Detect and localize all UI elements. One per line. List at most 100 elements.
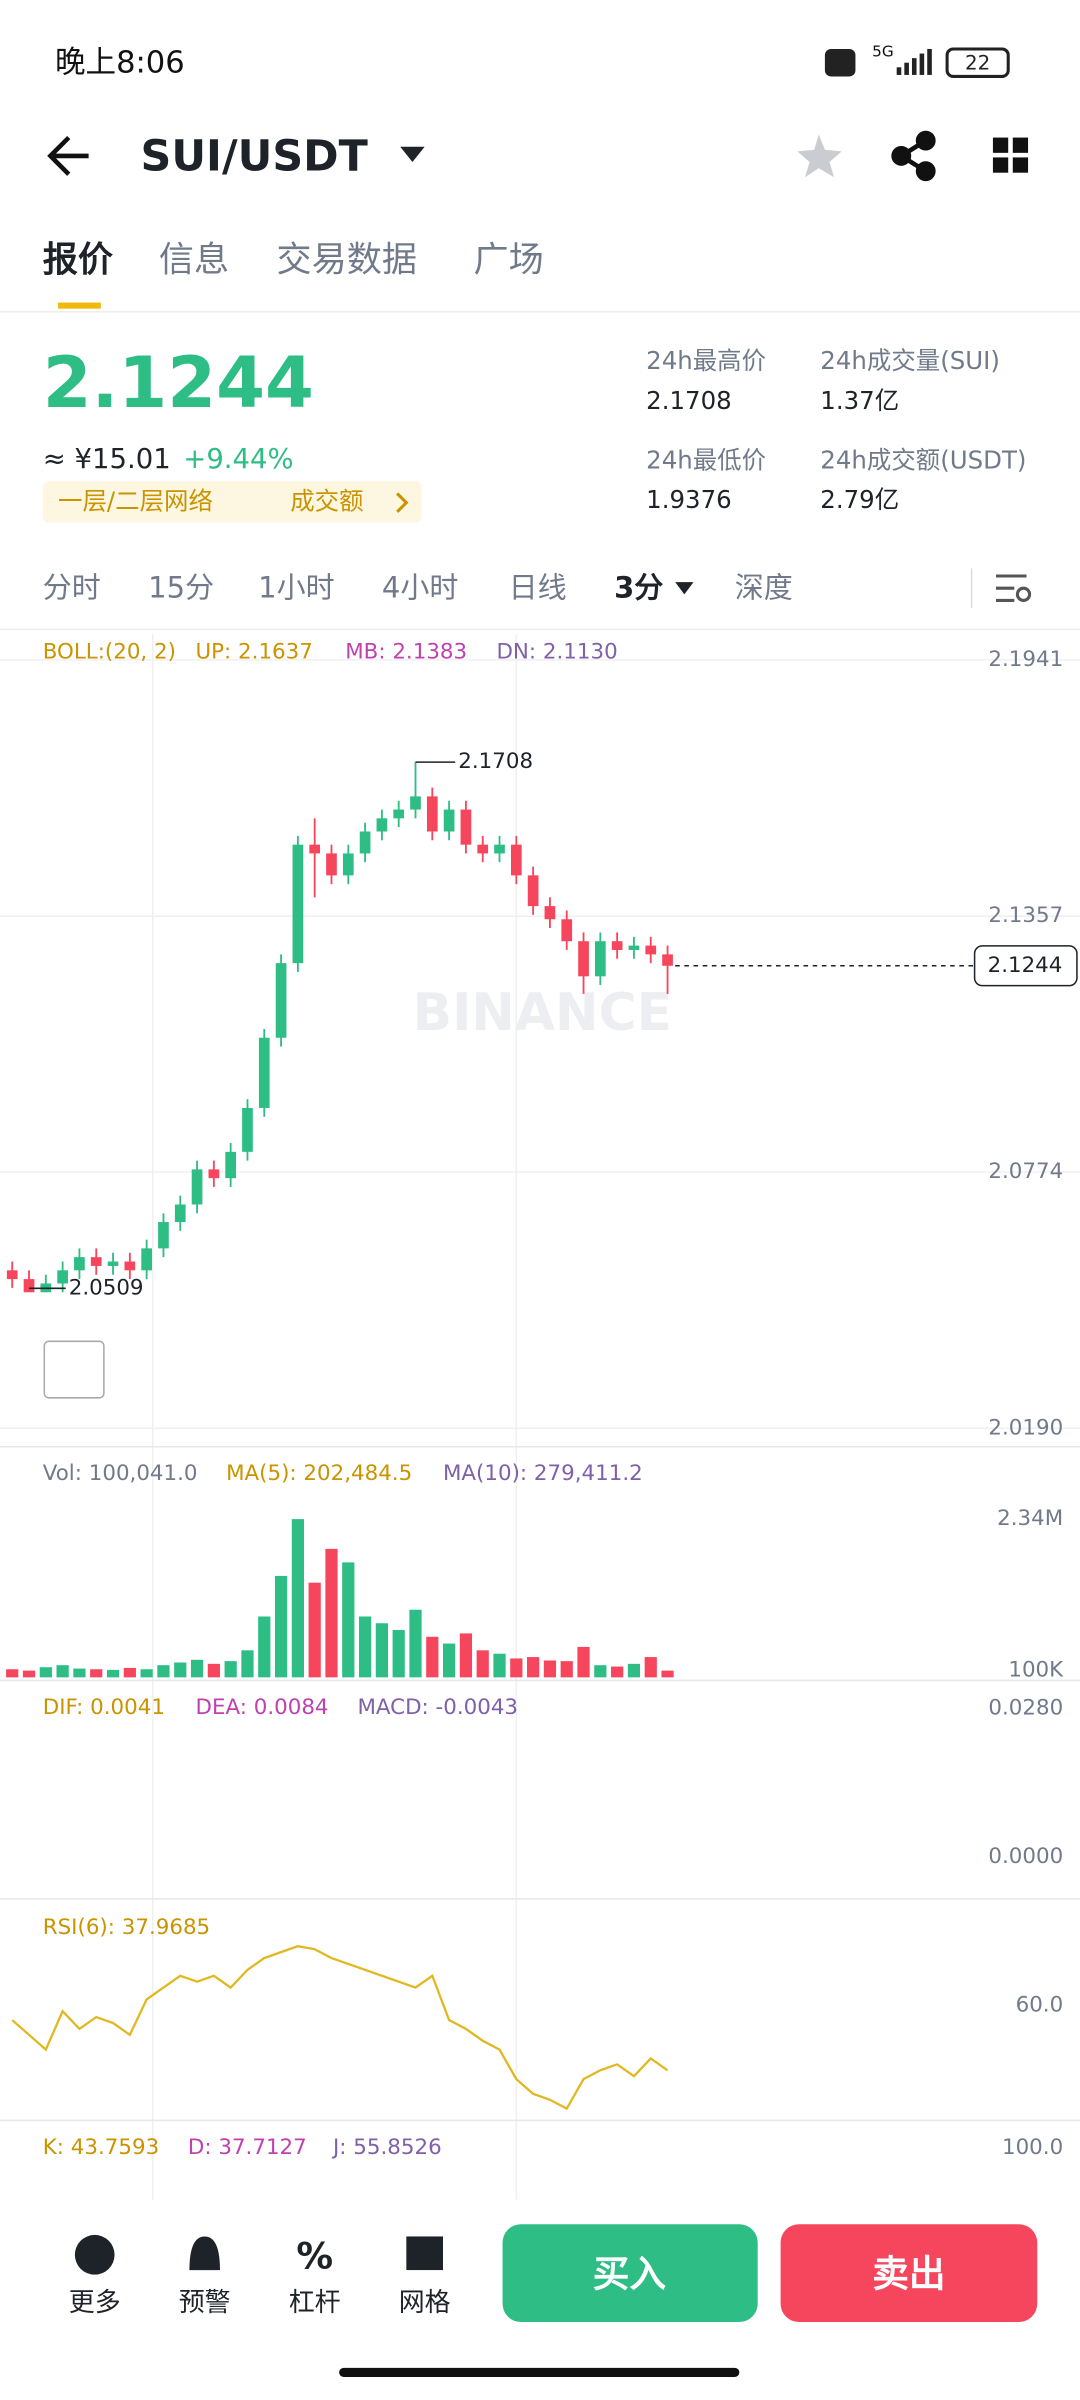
candle-body	[426, 796, 438, 832]
candle-body	[359, 831, 371, 854]
volume-bar	[442, 1643, 456, 1678]
grid-bot-icon[interactable]	[406, 2236, 443, 2271]
buy-label[interactable]: 买入	[593, 2253, 667, 2296]
battery-level: 22	[965, 52, 990, 75]
candle-body	[544, 906, 556, 920]
interval-tab[interactable]: 1小时	[258, 571, 335, 605]
back-button[interactable]	[47, 135, 89, 176]
interval-tab[interactable]: 15分	[148, 571, 214, 605]
candle-body	[611, 941, 623, 950]
volume-bar	[577, 1646, 590, 1678]
volume-bar	[224, 1661, 237, 1678]
volume-bar	[594, 1665, 607, 1678]
volume-bar	[627, 1663, 641, 1678]
candle-body	[6, 1270, 18, 1280]
volume-bar	[510, 1658, 523, 1678]
candle-body	[527, 875, 539, 907]
cny-price: ≈ ¥15.01	[43, 443, 171, 475]
leverage-icon[interactable]: %	[296, 2234, 333, 2277]
candle-body	[124, 1261, 136, 1271]
volume-bar	[56, 1665, 69, 1678]
interval-tab[interactable]: 深度	[735, 571, 793, 605]
low-label: 2.0509	[69, 1275, 144, 1300]
buy-button[interactable]	[502, 2224, 758, 2323]
last-price-label: 2.1244	[988, 953, 1063, 978]
tab[interactable]: 广场	[474, 239, 544, 280]
y-tick-label: 2.1357	[988, 903, 1063, 928]
more-icon[interactable]	[74, 2234, 115, 2275]
volume-bar	[644, 1657, 657, 1678]
volume-bar	[258, 1616, 271, 1678]
volume-bar	[90, 1669, 103, 1678]
macd-label: DEA: 0.0084	[196, 1695, 329, 1720]
candle-body	[342, 853, 354, 876]
volume-bar	[611, 1666, 624, 1678]
candle-body	[23, 1279, 35, 1293]
volume-bar	[493, 1653, 506, 1678]
volume-label: MA(5): 202,484.5	[226, 1461, 412, 1486]
fullscreen-button[interactable]	[43, 1340, 105, 1399]
stat-value: 2.1708	[646, 386, 732, 415]
pair-dropdown[interactable]	[400, 146, 425, 163]
volume-bar	[459, 1633, 473, 1678]
interval-tab[interactable]: 日线	[509, 571, 567, 605]
y-tick-label: 100K	[1008, 1658, 1064, 1683]
volume-bar	[358, 1616, 372, 1678]
share-button[interactable]	[891, 130, 936, 182]
volume-bar	[392, 1630, 405, 1678]
volume-bar	[426, 1636, 439, 1678]
candle-body	[275, 963, 287, 1038]
tab[interactable]: 报价	[43, 239, 114, 280]
candle-body	[594, 941, 606, 977]
candle-body	[376, 818, 388, 832]
candle-body	[258, 1037, 270, 1108]
nav-label[interactable]: 预警	[179, 2288, 231, 2318]
macd-label: MACD: -0.0043	[357, 1695, 518, 1720]
volume-label: Vol: 100,041.0	[43, 1461, 198, 1486]
volume-bar	[291, 1519, 304, 1678]
rsi-line	[11, 1945, 669, 2111]
last-price-tag	[973, 945, 1078, 987]
tag[interactable]: 一层/二层网络	[58, 487, 213, 516]
pair-title[interactable]: SUI/USDT	[141, 131, 368, 181]
y-tick-label: 2.34M	[997, 1506, 1063, 1531]
volume-bar	[22, 1670, 36, 1678]
interval-tab[interactable]: 4小时	[382, 571, 459, 605]
y-tick-label: 2.0190	[988, 1415, 1063, 1440]
candle-body	[494, 844, 505, 854]
high-label: 2.1708	[458, 749, 533, 774]
candle-body	[477, 844, 489, 854]
stat-label: 24h成交量(SUI)	[820, 346, 1000, 375]
sell-label[interactable]: 卖出	[872, 2253, 945, 2296]
volume-bar	[560, 1661, 573, 1678]
y-tick-label: 0.0280	[988, 1696, 1063, 1721]
volume-label: MA(10): 279,411.2	[443, 1461, 643, 1486]
volume-bar	[140, 1669, 153, 1678]
interval-tab[interactable]: 3分	[614, 571, 663, 605]
volume-bar	[527, 1657, 540, 1678]
favorite-button[interactable]	[797, 134, 842, 178]
sell-button[interactable]	[780, 2224, 1038, 2323]
candle-body	[326, 853, 337, 876]
interval-tab[interactable]: 分时	[43, 571, 101, 605]
grid-menu-button[interactable]	[992, 137, 1029, 173]
nav-label[interactable]: 网格	[399, 2288, 451, 2318]
interval-dropdown[interactable]	[675, 582, 694, 595]
nav-label[interactable]: 杠杆	[289, 2288, 341, 2318]
tag[interactable]: 成交额	[290, 487, 363, 516]
candle-body	[242, 1107, 253, 1152]
watermark: BINANCE	[413, 983, 673, 1043]
battery-icon	[945, 47, 1010, 78]
candle-body	[174, 1204, 186, 1223]
candle-body	[510, 844, 522, 876]
tag-arrow	[396, 492, 409, 513]
volume-bar	[207, 1663, 220, 1678]
tab[interactable]: 交易数据	[276, 239, 417, 280]
candle-body	[141, 1248, 152, 1271]
nav-label[interactable]: 更多	[69, 2288, 121, 2318]
y-tick-label: 2.0774	[988, 1159, 1063, 1184]
tab[interactable]: 信息	[159, 239, 229, 280]
chart-settings-button[interactable]	[995, 574, 1032, 602]
tab-indicator	[58, 302, 101, 309]
alert-icon[interactable]	[189, 2236, 220, 2271]
